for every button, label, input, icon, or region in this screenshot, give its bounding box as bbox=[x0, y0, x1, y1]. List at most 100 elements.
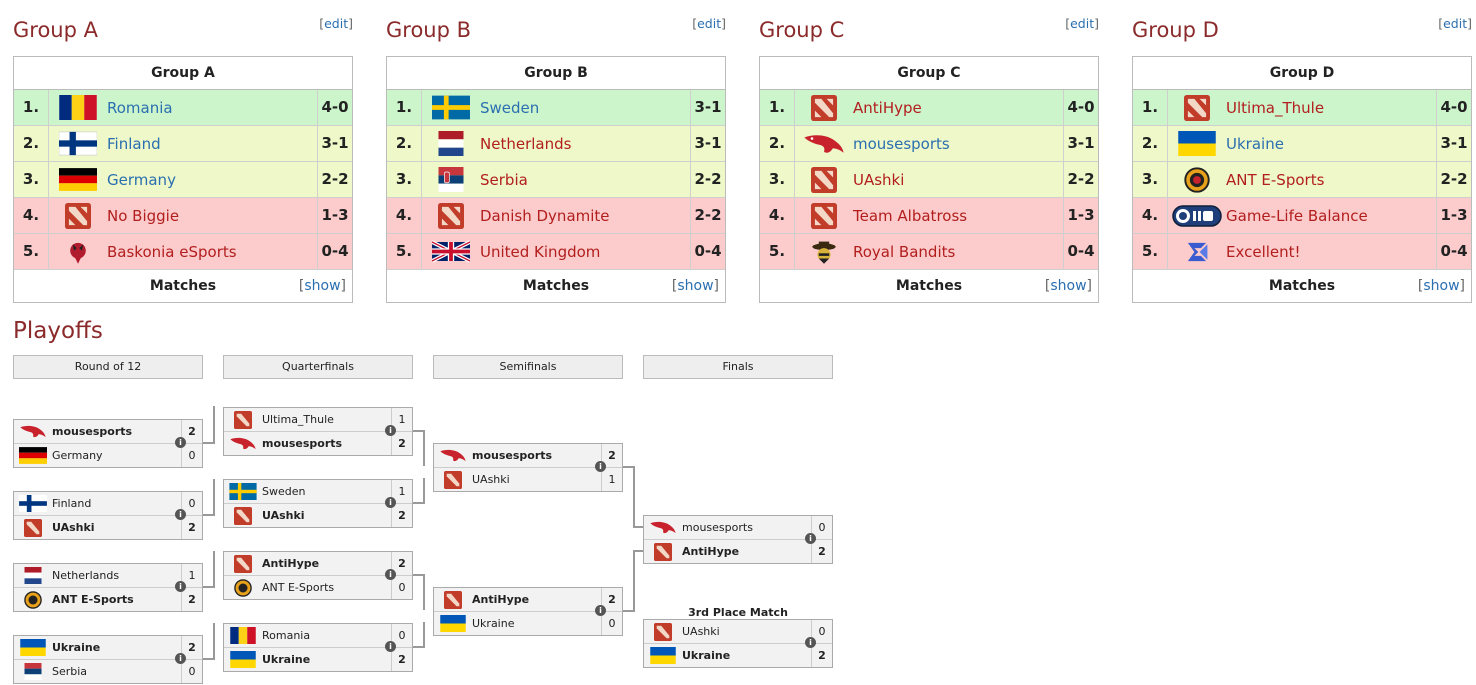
team-link[interactable]: Ukraine bbox=[1226, 134, 1284, 153]
flag-serbia-icon bbox=[438, 167, 464, 192]
flag-romania-icon bbox=[59, 95, 97, 120]
table-row: 4. Game-Life Balance 1-3 bbox=[1133, 198, 1471, 234]
team-link[interactable]: United Kingdom bbox=[480, 242, 601, 261]
playoffs-title: Playoffs bbox=[13, 318, 103, 344]
table-row: 2. mousesports 3-1 bbox=[760, 126, 1098, 162]
match-team: Ukraine 2 bbox=[14, 636, 202, 660]
table-title: Group B bbox=[387, 57, 725, 90]
match-info-icon[interactable]: i bbox=[385, 569, 396, 580]
mousesports-logo-icon bbox=[804, 134, 844, 153]
table-row: 4. Team Albatross 1-3 bbox=[760, 198, 1098, 234]
team-link[interactable]: Finland bbox=[107, 134, 161, 153]
group-b: Group B [edit] Group B 1. Sweden 3-1 2. … bbox=[386, 0, 726, 303]
edit-link[interactable]: edit bbox=[1070, 16, 1095, 31]
table-row: 3. ANT E-Sports 2-2 bbox=[1133, 162, 1471, 198]
match-info-icon[interactable]: i bbox=[385, 497, 396, 508]
flag-ukraine-icon bbox=[650, 647, 676, 664]
match-info-icon[interactable]: i bbox=[175, 437, 186, 448]
group-a: Group A [edit] Group A 1. Romania 4-0 2.… bbox=[13, 0, 353, 303]
flag-ukraine-icon bbox=[20, 639, 46, 656]
show-matches-link[interactable]: show bbox=[1423, 278, 1460, 294]
flag-ukraine-icon bbox=[1178, 131, 1216, 156]
group-table: Group A 1. Romania 4-0 2. Finland 3-1 3.… bbox=[13, 56, 353, 303]
match-team: AntiHype 2 bbox=[434, 588, 622, 612]
flag-netherlands-icon bbox=[438, 131, 464, 156]
mousesports-logo-icon bbox=[440, 449, 466, 462]
team-link[interactable]: Excellent! bbox=[1226, 242, 1301, 261]
edit-link[interactable]: edit bbox=[324, 16, 349, 31]
show-matches-link[interactable]: show bbox=[1050, 278, 1087, 294]
match-team: Serbia 0 bbox=[14, 660, 202, 683]
match-info-icon[interactable]: i bbox=[805, 533, 816, 544]
team-link[interactable]: No Biggie bbox=[107, 206, 180, 225]
show-matches-link[interactable]: show bbox=[677, 278, 714, 294]
round-header: Finals bbox=[643, 355, 833, 379]
match-info-icon[interactable]: i bbox=[175, 653, 186, 664]
ant-esports-logo-icon bbox=[24, 590, 42, 609]
show-matches-link[interactable]: show bbox=[304, 278, 341, 294]
match-info-icon[interactable]: i bbox=[595, 605, 606, 616]
match-team: Romania 0 bbox=[224, 624, 412, 648]
team-link[interactable]: Royal Bandits bbox=[853, 242, 956, 261]
team-link[interactable]: Team Albatross bbox=[853, 206, 968, 225]
match-info-icon[interactable]: i bbox=[385, 641, 396, 652]
bracket-match: Netherlands 1 ANT E-Sports 2 bbox=[13, 563, 203, 612]
dota-logo-icon bbox=[811, 94, 837, 121]
matches-label: Matches bbox=[1268, 278, 1336, 294]
team-link[interactable]: Netherlands bbox=[480, 134, 572, 153]
round-header: Semifinals bbox=[433, 355, 623, 379]
flag-romania-icon bbox=[230, 627, 256, 644]
dota-logo-icon bbox=[811, 166, 837, 193]
edit-link[interactable]: edit bbox=[697, 16, 722, 31]
team-link[interactable]: Germany bbox=[107, 170, 176, 189]
edit-link[interactable]: edit bbox=[1443, 16, 1468, 31]
table-row: 5. Royal Bandits 0-4 bbox=[760, 234, 1098, 270]
table-row: 5. Excellent! 0-4 bbox=[1133, 234, 1471, 270]
table-row: 3. Serbia 2-2 bbox=[387, 162, 725, 198]
dota-logo-icon bbox=[438, 202, 464, 229]
match-info-icon[interactable]: i bbox=[805, 637, 816, 648]
table-row: 4. No Biggie 1-3 bbox=[14, 198, 352, 234]
group-d: Group D [edit] Group D 1. Ultima_Thule 4… bbox=[1132, 0, 1472, 303]
match-team: Germany 0 bbox=[14, 444, 202, 467]
team-link[interactable]: Danish Dynamite bbox=[480, 206, 610, 225]
team-link[interactable]: mousesports bbox=[853, 134, 950, 153]
team-link[interactable]: AntiHype bbox=[853, 98, 922, 117]
match-info-icon[interactable]: i bbox=[175, 509, 186, 520]
match-team: Finland 0 bbox=[14, 492, 202, 516]
match-info-icon[interactable]: i bbox=[595, 461, 606, 472]
dota-logo-icon bbox=[444, 590, 462, 609]
match-team: AntiHype 2 bbox=[644, 540, 832, 563]
team-link[interactable]: Ultima_Thule bbox=[1226, 98, 1325, 117]
bracket-match: Ukraine 2 Serbia 0 bbox=[13, 635, 203, 684]
match-team: Ukraine 2 bbox=[644, 644, 832, 667]
match-info-icon[interactable]: i bbox=[385, 425, 396, 436]
ant-esports-logo-icon bbox=[234, 578, 252, 597]
group-c: Group C [edit] Group C 1. AntiHype 4-0 2… bbox=[759, 0, 1099, 303]
team-link[interactable]: UAshki bbox=[853, 170, 905, 189]
match-team: Ukraine 0 bbox=[434, 612, 622, 635]
match-info-icon[interactable]: i bbox=[175, 581, 186, 592]
matches-label: Matches bbox=[149, 278, 217, 294]
matches-label: Matches bbox=[895, 278, 963, 294]
match-team: Ukraine 2 bbox=[224, 648, 412, 671]
bracket-match: Romania 0 Ukraine 2 bbox=[223, 623, 413, 672]
mousesports-logo-icon bbox=[650, 521, 676, 534]
dota-logo-icon bbox=[24, 518, 42, 537]
match-team: mousesports 2 bbox=[224, 432, 412, 455]
group-title: Group D bbox=[1132, 18, 1219, 42]
bracket-match: mousesports 0 AntiHype 2 bbox=[643, 515, 833, 564]
match-team: Ultima_Thule 1 bbox=[224, 408, 412, 432]
group-title: Group A bbox=[13, 18, 98, 42]
team-link[interactable]: Serbia bbox=[480, 170, 528, 189]
team-link[interactable]: Baskonia eSports bbox=[107, 242, 237, 261]
team-link[interactable]: Game-Life Balance bbox=[1226, 206, 1368, 225]
round-header: Quarterfinals bbox=[223, 355, 413, 379]
flag-finland-icon bbox=[59, 131, 97, 156]
flag-ukraine-icon bbox=[230, 651, 256, 668]
team-link[interactable]: Romania bbox=[107, 98, 173, 117]
match-team: mousesports 0 bbox=[644, 516, 832, 540]
team-link[interactable]: Sweden bbox=[480, 98, 540, 117]
flag-sweden-icon bbox=[229, 483, 257, 500]
team-link[interactable]: ANT E-Sports bbox=[1226, 170, 1325, 189]
